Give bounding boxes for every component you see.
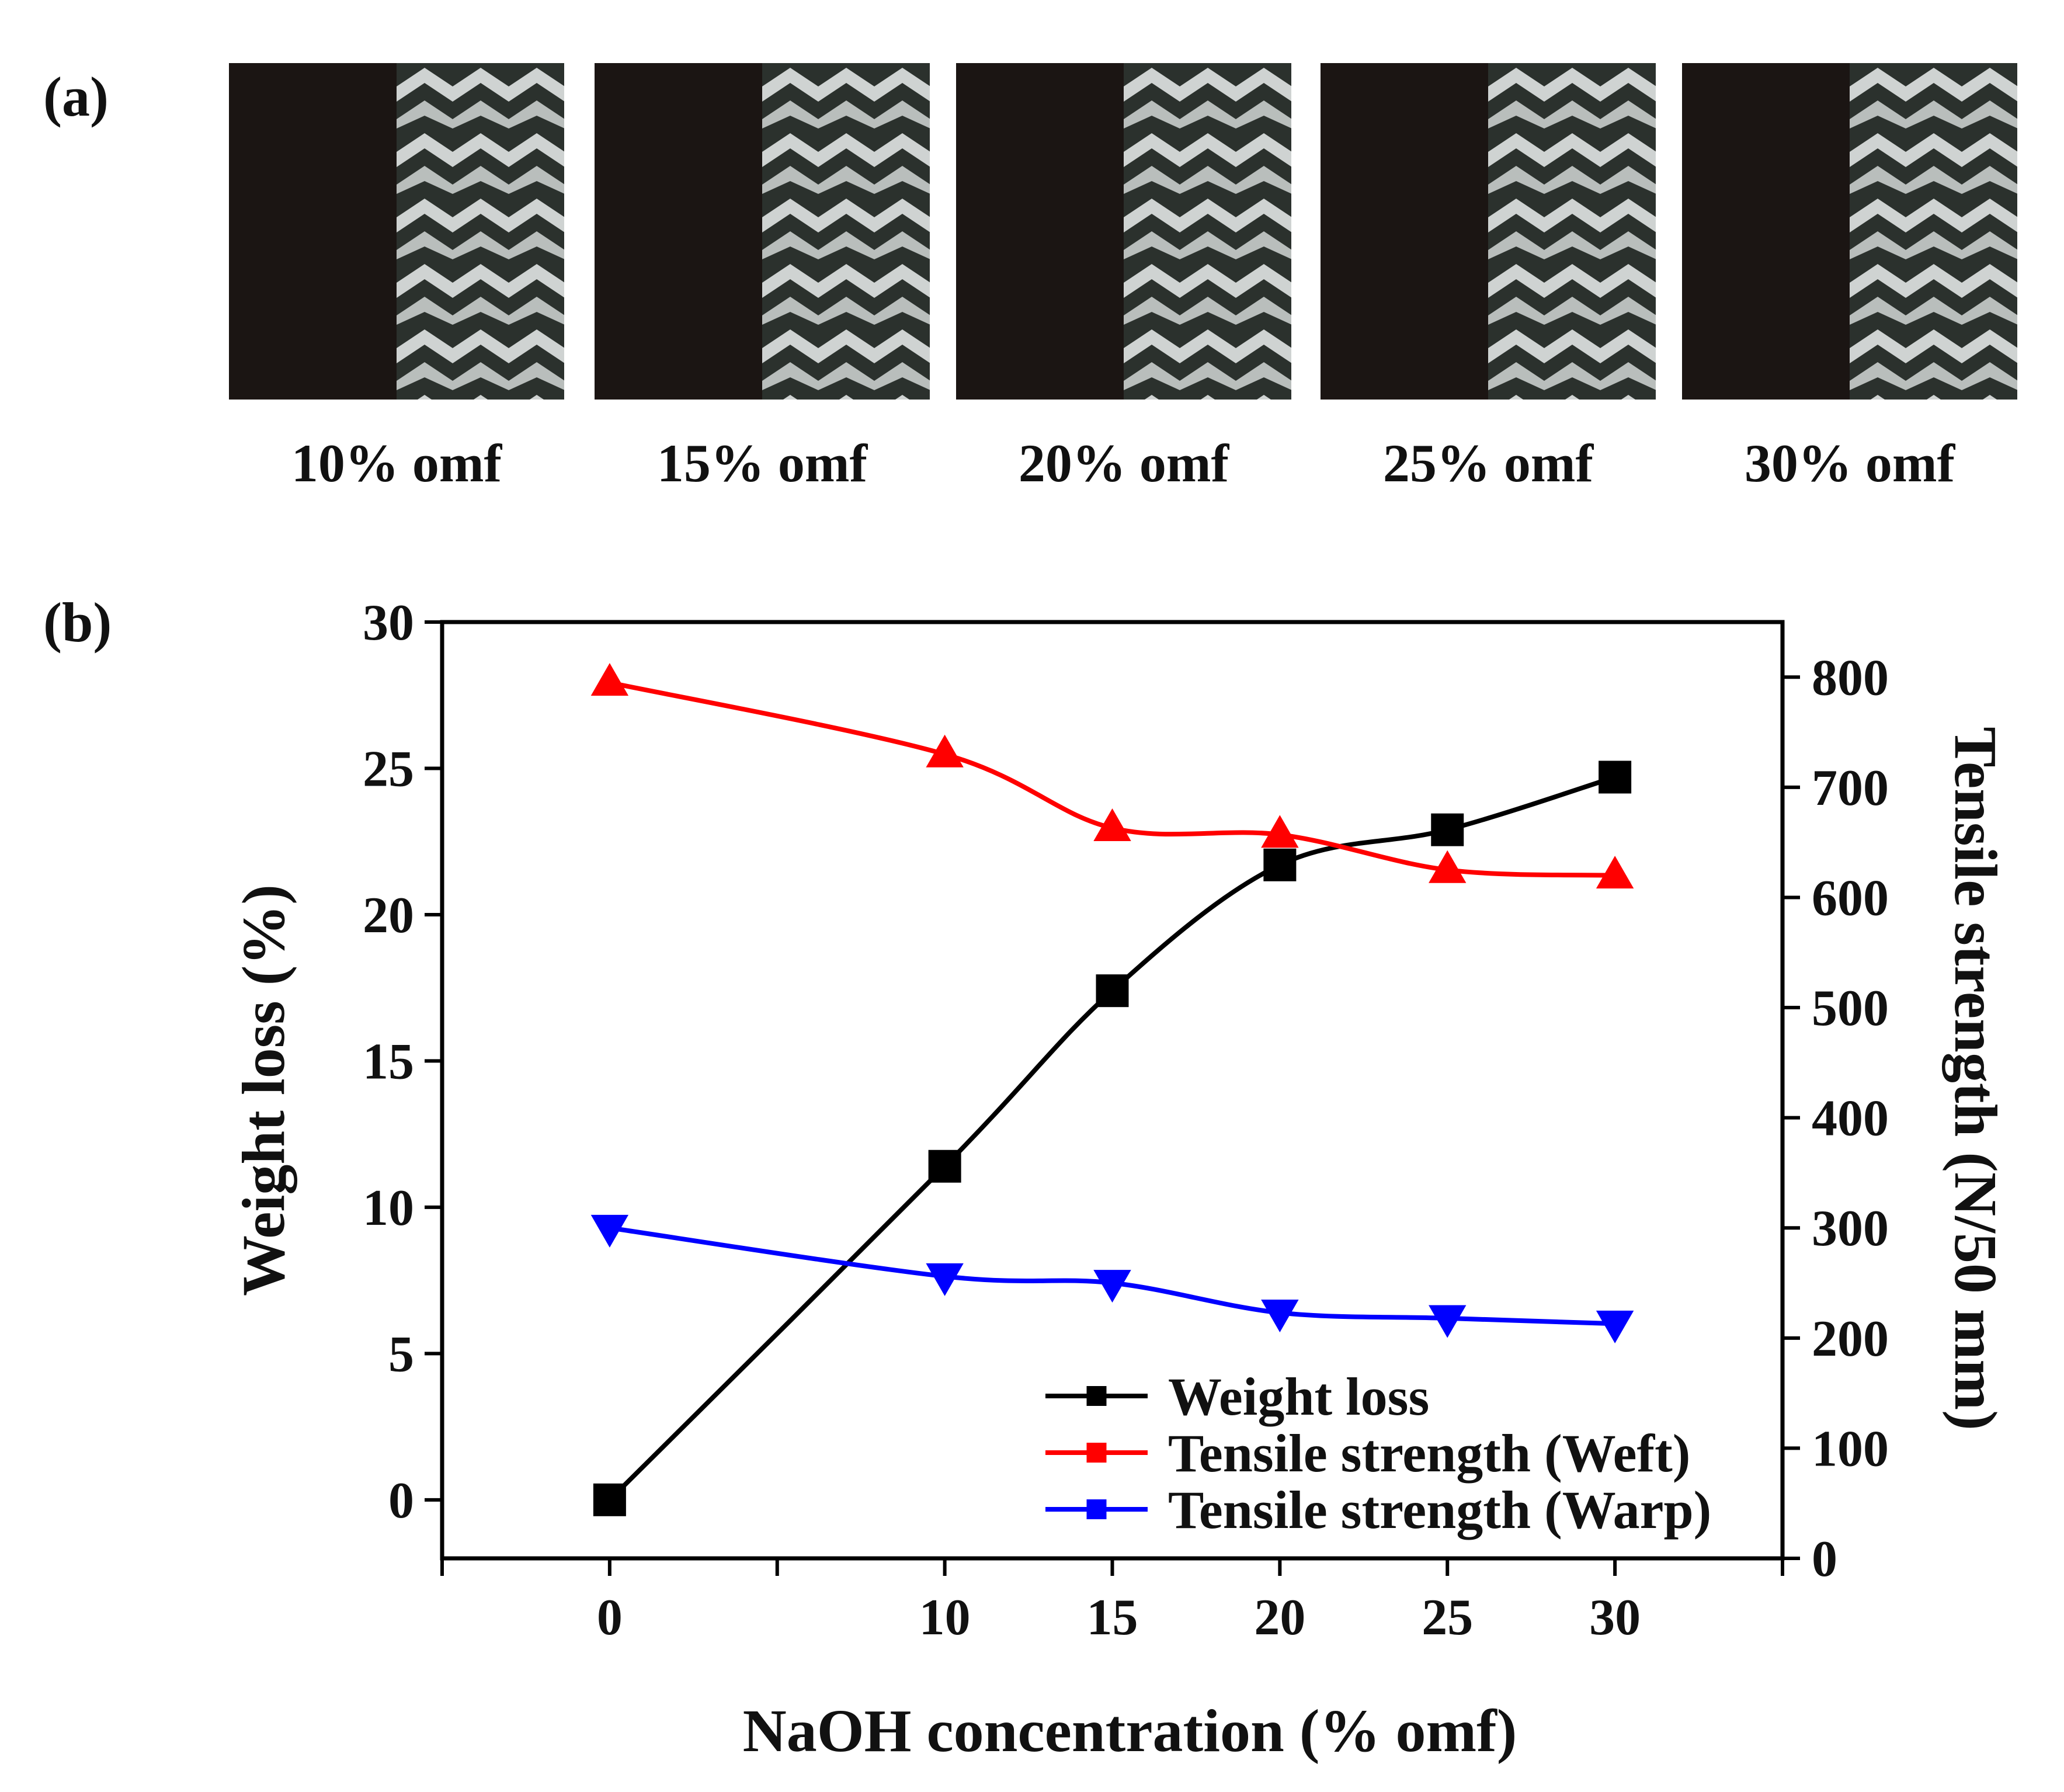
data-point-warp [1429,1305,1467,1338]
y-tick-label: 5 [388,1326,414,1383]
plot-frame [440,620,1785,1561]
fabric-face-dark [956,63,1124,400]
sample-caption: 10% omf [291,433,502,493]
fabric-face-dark [1682,63,1850,400]
y2-tick-label: 600 [1812,870,1889,926]
y2-tick-label: 500 [1812,980,1889,1037]
sample-photo-25 [1321,63,1656,400]
data-point-warp [1093,1270,1131,1303]
data-point-warp [1596,1310,1634,1343]
data-point-warp [1261,1300,1299,1333]
sample-photo-10 [229,63,564,400]
sample-photo-20 [956,63,1291,400]
sample-caption: 30% omf [1744,433,1955,493]
legend-label: Weight loss [1168,1367,1429,1426]
legend-marker [1086,1443,1107,1463]
y-tick-label: 30 [363,595,414,651]
y2-tick-label: 100 [1812,1421,1889,1477]
data-point-warp [590,1214,629,1248]
fabric-face-dark [595,63,762,400]
x-tick-label: 15 [1087,1589,1138,1646]
series-line-weft [609,680,1615,878]
data-point-weight_loss [1096,974,1129,1008]
fabric-face-dark [1321,63,1488,400]
y-tick-label: 15 [363,1033,414,1090]
x-tick-label: 10 [919,1589,971,1646]
legend-marker [1086,1386,1107,1406]
panel-b-label: (b) [43,591,112,654]
y-tick-label: 25 [363,741,414,797]
data-point-weft [590,663,629,696]
x-tick-label: 20 [1254,1589,1305,1646]
fabric-face-weave [1488,63,1656,400]
sample-caption: 25% omf [1382,433,1594,493]
legend-marker [1086,1499,1107,1519]
data-point-warp [926,1263,964,1296]
data-point-weight_loss [928,1149,961,1183]
data-point-weft [1596,856,1634,889]
y-tick-label: 20 [363,887,414,944]
panel-a-label: (a) [43,65,109,128]
sample-caption: 20% omf [1018,433,1229,493]
x-tick-label: 0 [597,1589,623,1646]
fabric-face-weave [1850,63,2017,400]
y-tick-label: 0 [388,1473,414,1529]
data-point-weft [1429,850,1467,883]
y2-tick-label: 700 [1812,760,1889,817]
data-point-weight_loss [1599,760,1632,794]
y2-tick-label: 400 [1812,1091,1889,1147]
y2-tick-label: 0 [1812,1531,1837,1588]
data-point-weight_loss [593,1483,626,1516]
y2-tick-label: 200 [1812,1311,1889,1367]
data-point-weft [926,734,964,767]
data-point-weight_loss [1431,813,1464,846]
x-axis-title: NaOH concentration (% omf) [743,1697,1517,1765]
y2-axis-title: Tensile strength (N/50 mm) [1942,727,2009,1430]
fabric-face-weave [397,63,564,400]
y-tick-label: 10 [363,1180,414,1237]
x-tick-label: 25 [1422,1589,1473,1646]
data-point-weft [1261,815,1299,848]
y-axis-title: Weight loss (%) [230,884,297,1296]
legend-label: Tensile strength (Weft) [1168,1423,1690,1483]
fabric-face-weave [762,63,930,400]
x-tick-label: 30 [1589,1589,1641,1646]
fabric-face-dark [229,63,397,400]
fabric-face-weave [1124,63,1291,400]
sample-photo-15 [595,63,930,400]
sample-photo-30 [1682,63,2017,400]
data-point-weight_loss [1263,848,1297,881]
sample-caption: 15% omf [656,433,868,493]
y2-tick-label: 300 [1812,1200,1889,1257]
y2-tick-label: 800 [1812,650,1889,706]
data-point-weft [1093,808,1131,842]
series-line-weight_loss [608,775,1616,1502]
legend-label: Tensile strength (Warp) [1168,1480,1711,1540]
